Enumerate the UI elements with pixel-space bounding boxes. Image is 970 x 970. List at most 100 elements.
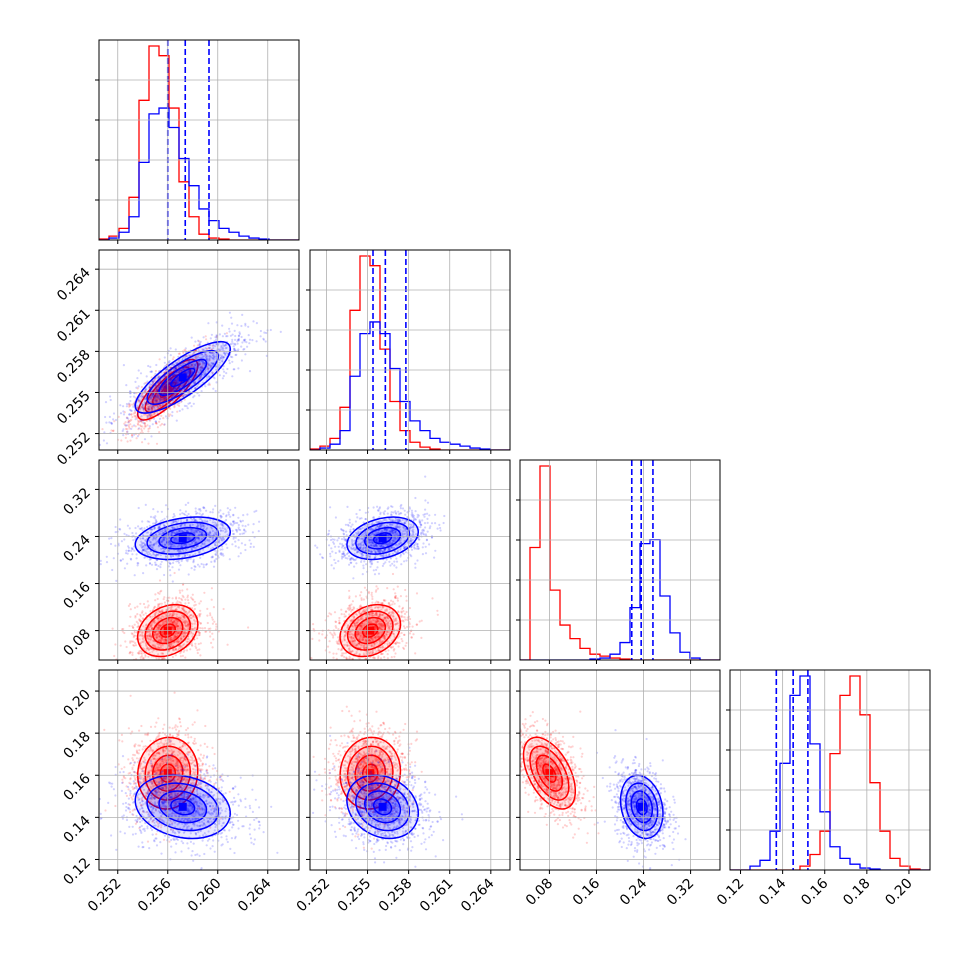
scatter-point [122,405,125,408]
scatter-point [265,331,268,335]
scatter-point [199,362,202,365]
scatter-point [234,338,237,341]
scatter-point [164,396,167,399]
scatter-point [181,594,184,597]
scatter-point [211,646,214,649]
scatter-point [153,605,157,608]
scatter-point [131,434,134,437]
scatter-point [194,603,197,606]
scatter-point [181,368,184,372]
scatter-point [195,374,198,377]
scatter-point [155,421,158,425]
scatter-point [148,524,151,527]
scatter-point [157,394,160,397]
scatter-point [207,367,210,370]
scatter-point [112,418,115,421]
y-tick-label: 0.264 [54,265,94,305]
scatter-point [247,626,250,629]
scatter-point [348,589,351,592]
scatter-point [163,620,166,623]
scatter-point [233,347,236,351]
scatter-point [162,392,165,395]
scatter-point [207,375,210,378]
scatter-point [128,603,132,606]
scatter-point [221,346,224,349]
scatter-point [146,405,150,408]
scatter-point [198,631,201,635]
scatter-point [208,354,211,358]
scatter-point [155,520,158,523]
scatter-point [215,667,217,669]
scatter-point [193,381,196,384]
scatter-point [137,412,140,415]
scatter-point [157,396,160,399]
scatter-point [195,373,198,377]
scatter-point [180,663,182,665]
scatter-point [182,367,185,371]
scatter-point [150,398,153,401]
scatter-point [251,531,254,534]
scatter-point [110,537,113,540]
scatter-point [233,329,236,332]
scatter-point [244,324,247,327]
scatter-point [252,545,255,549]
scatter-point [168,644,171,648]
scatter-point [136,605,139,608]
scatter-point [139,419,142,422]
scatter-point [206,368,210,371]
scatter-point [155,405,158,408]
scatter-point [177,365,180,368]
scatter-point [110,429,113,432]
scatter-point [150,414,153,417]
scatter-point [183,348,186,351]
scatter-point [171,364,174,367]
scatter-point [233,347,236,350]
scatter-point [201,366,204,369]
scatter-point [177,386,180,389]
scatter-point [141,610,144,613]
scatter-point [228,359,231,362]
scatter-point [131,653,134,657]
scatter-point [212,358,215,361]
scatter-point [239,552,242,555]
scatter-point [114,418,118,422]
scatter-point [184,624,187,627]
scatter-point [337,640,340,643]
scatter-point [148,399,151,402]
scatter-point [127,546,130,549]
scatter-point [140,402,143,405]
scatter-point [265,354,268,357]
scatter-point [211,371,214,374]
scatter-point [197,362,200,365]
scatter-point [152,380,155,383]
scatter-point [194,356,197,359]
scatter-point [198,360,201,363]
scatter-point [155,394,158,398]
scatter-point [125,424,128,427]
scatter-point [182,512,186,516]
scatter-point [143,382,146,385]
scatter-point [186,355,189,358]
scatter-point [145,375,148,378]
scatter-point [150,383,153,386]
scatter-point [187,599,190,602]
scatter-point [241,519,244,522]
scatter-point [183,404,186,407]
scatter-point [222,554,225,557]
scatter-point [168,649,171,652]
scatter-point [163,409,166,412]
scatter-point [160,398,163,401]
scatter-point [199,375,202,378]
scatter-point [392,600,395,603]
scatter-point [147,408,150,411]
scatter-point [403,612,407,616]
scatter-point [200,562,203,566]
scatter-point [177,639,180,642]
scatter-point [187,358,190,362]
scatter-point [165,383,168,387]
scatter-point [234,536,237,539]
scatter-point [157,398,160,401]
scatter-point [199,609,202,612]
scatter-point [221,324,224,327]
scatter-point [145,393,148,396]
